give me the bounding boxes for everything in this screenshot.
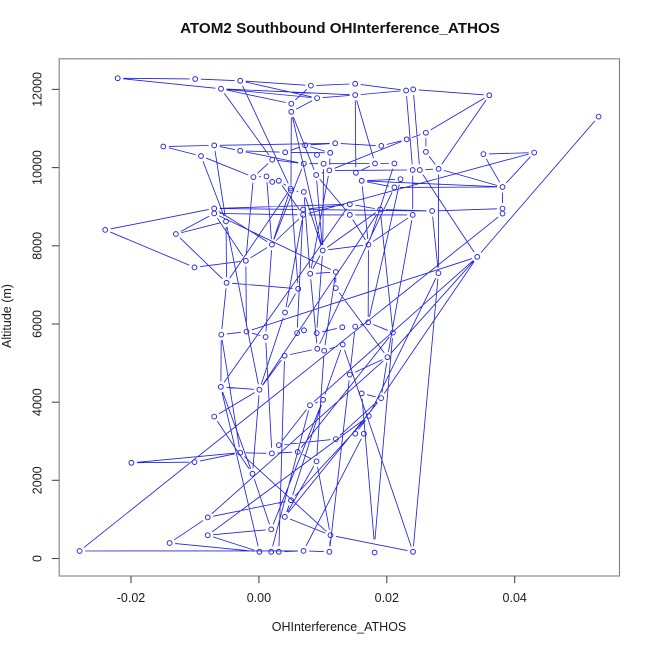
svg-text:ATOM2 Southbound OHInterferenc: ATOM2 Southbound OHInterference_ATHOS — [180, 20, 500, 37]
svg-text:0.02: 0.02 — [375, 591, 399, 605]
svg-text:-0.02: -0.02 — [117, 591, 146, 605]
svg-text:0.00: 0.00 — [247, 591, 271, 605]
svg-text:0: 0 — [31, 555, 45, 562]
svg-text:Altitude (m): Altitude (m) — [0, 284, 14, 348]
svg-text:0.04: 0.04 — [503, 591, 527, 605]
svg-text:4000: 4000 — [31, 388, 45, 416]
svg-text:12000: 12000 — [31, 72, 45, 107]
svg-text:8000: 8000 — [31, 232, 45, 260]
svg-text:10000: 10000 — [31, 150, 45, 185]
svg-text:6000: 6000 — [31, 310, 45, 338]
svg-text:OHInterference_ATHOS: OHInterference_ATHOS — [272, 620, 407, 634]
svg-text:2000: 2000 — [31, 466, 45, 494]
